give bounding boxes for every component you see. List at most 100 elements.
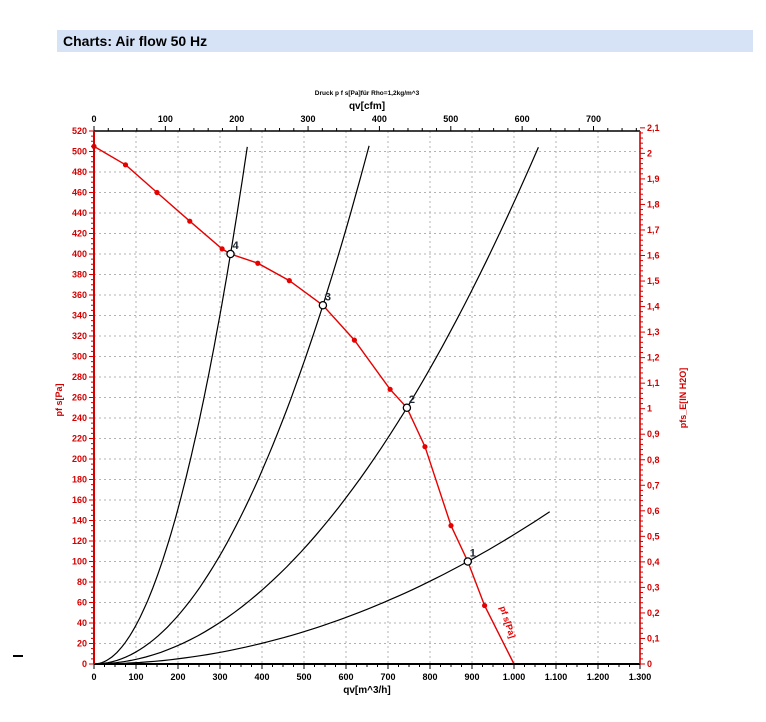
fan-curve-marker (187, 218, 193, 224)
margin-dash (13, 655, 23, 657)
svg-text:0,6: 0,6 (647, 506, 660, 516)
svg-text:1,1: 1,1 (647, 378, 660, 388)
operating-point-label: 1 (470, 548, 476, 560)
svg-text:480: 480 (72, 167, 87, 177)
svg-text:0,4: 0,4 (647, 557, 660, 567)
operating-point-1 (463, 557, 473, 566)
system-curve-2 (93, 146, 539, 665)
left-axis: 0 20 40 60 80 100 120 140 160 180 200 220 240 260 280 3… (54, 126, 94, 669)
svg-text:380: 380 (72, 270, 87, 280)
fan-curve-marker (482, 602, 488, 609)
svg-text:0: 0 (91, 114, 96, 124)
svg-text:400: 400 (254, 672, 269, 682)
right-axis: 0 0,1 0,2 0,3 0,4 0,5 0,6 0,7 0,8 0,9 1 1,1 1,2 1,3 1,… (640, 123, 688, 669)
svg-text:20: 20 (77, 639, 87, 649)
system-curve-1 (94, 511, 551, 665)
svg-text:460: 460 (72, 188, 87, 198)
svg-text:340: 340 (72, 311, 87, 321)
svg-text:0,2: 0,2 (647, 608, 660, 618)
page-title: Charts: Air flow 50 Hz (63, 33, 208, 49)
svg-text:pf s[Pa]: pf s[Pa] (498, 605, 518, 639)
svg-text:80: 80 (77, 577, 87, 587)
svg-text:1.000: 1.000 (503, 672, 526, 682)
system-curve-3 (93, 145, 370, 665)
svg-text:280: 280 (72, 372, 87, 382)
svg-text:440: 440 (72, 208, 87, 218)
svg-text:400: 400 (372, 114, 387, 124)
fan-curve-marker (387, 386, 393, 392)
svg-text:520: 520 (72, 126, 87, 136)
svg-text:220: 220 (72, 434, 87, 444)
svg-text:2,1: 2,1 (647, 123, 660, 133)
svg-text:0,8: 0,8 (647, 455, 660, 465)
svg-text:0,1: 0,1 (647, 633, 660, 643)
svg-text:420: 420 (72, 229, 87, 239)
fan-curve-marker (154, 189, 160, 196)
svg-text:300: 300 (212, 672, 227, 682)
svg-text:200: 200 (229, 114, 244, 124)
fan-curve (91, 143, 515, 665)
svg-text:1,5: 1,5 (647, 276, 660, 286)
fan-curve-marker (448, 523, 454, 529)
section-header: Charts: Air flow 50 Hz (57, 30, 753, 52)
svg-text:100: 100 (158, 114, 173, 124)
system-curves (93, 145, 551, 665)
svg-text:160: 160 (72, 495, 87, 505)
svg-text:200: 200 (72, 454, 87, 464)
svg-text:800: 800 (422, 672, 437, 682)
system-curve-4 (93, 146, 248, 665)
fan-curve-marker (422, 444, 428, 450)
svg-text:2: 2 (647, 148, 652, 158)
chart-title: Druck p f s[Pa]für Rho=1,2kg/m^3 (315, 89, 420, 97)
svg-text:120: 120 (72, 536, 87, 546)
svg-text:0: 0 (91, 672, 96, 682)
svg-text:200: 200 (170, 672, 185, 682)
svg-text:140: 140 (72, 516, 87, 526)
fan-curve-marker (255, 260, 261, 266)
svg-text:600: 600 (515, 114, 530, 124)
svg-text:1,2: 1,2 (647, 353, 660, 363)
top-axis: 0 100 200 300 400 500 600 700 qv[cfm] Druck p f s… (91, 89, 637, 131)
svg-text:100: 100 (128, 672, 143, 682)
svg-text:0,3: 0,3 (647, 582, 660, 592)
svg-text:320: 320 (72, 331, 87, 341)
svg-text:1,3: 1,3 (647, 327, 660, 337)
svg-text:1.300: 1.300 (629, 672, 652, 682)
operating-point-label: 4 (233, 240, 240, 252)
svg-text:100: 100 (72, 557, 87, 567)
operating-point-2 (402, 403, 412, 412)
svg-text:0,7: 0,7 (647, 480, 660, 490)
svg-text:500: 500 (443, 114, 458, 124)
svg-text:1,7: 1,7 (647, 225, 660, 235)
svg-text:1.100: 1.100 (545, 672, 568, 682)
svg-text:700: 700 (586, 114, 601, 124)
fan-curve-label: pf s[Pa] (498, 605, 518, 639)
bottom-axis: 0 100 200 300 400 500 600 700 800 900 1.000 1.100 1.… (91, 664, 651, 696)
left-axis-label: pf s[Pa] (54, 383, 64, 416)
fan-curve-marker (219, 246, 225, 252)
svg-text:0: 0 (647, 659, 652, 669)
svg-text:700: 700 (380, 672, 395, 682)
operating-point-4 (226, 249, 235, 259)
svg-text:0: 0 (82, 659, 87, 669)
fan-curve-marker (122, 162, 129, 168)
svg-text:40: 40 (77, 618, 87, 628)
operating-points: 4 3 2 1 (226, 240, 476, 566)
svg-text:1,8: 1,8 (647, 199, 660, 209)
operating-point-3 (318, 300, 328, 310)
svg-text:180: 180 (72, 475, 87, 485)
svg-text:1,6: 1,6 (647, 251, 660, 261)
svg-text:60: 60 (77, 598, 87, 608)
svg-text:260: 260 (72, 393, 87, 403)
top-axis-label: qv[cfm] (349, 101, 385, 112)
svg-text:400: 400 (72, 249, 87, 259)
operating-point-label: 2 (409, 394, 415, 406)
svg-text:600: 600 (338, 672, 353, 682)
svg-text:1.200: 1.200 (587, 672, 610, 682)
svg-text:300: 300 (301, 114, 316, 124)
svg-text:1,4: 1,4 (647, 302, 660, 312)
fan-curve-marker (351, 337, 357, 343)
fan-curve-marker (286, 278, 292, 284)
svg-text:0,9: 0,9 (647, 429, 660, 439)
